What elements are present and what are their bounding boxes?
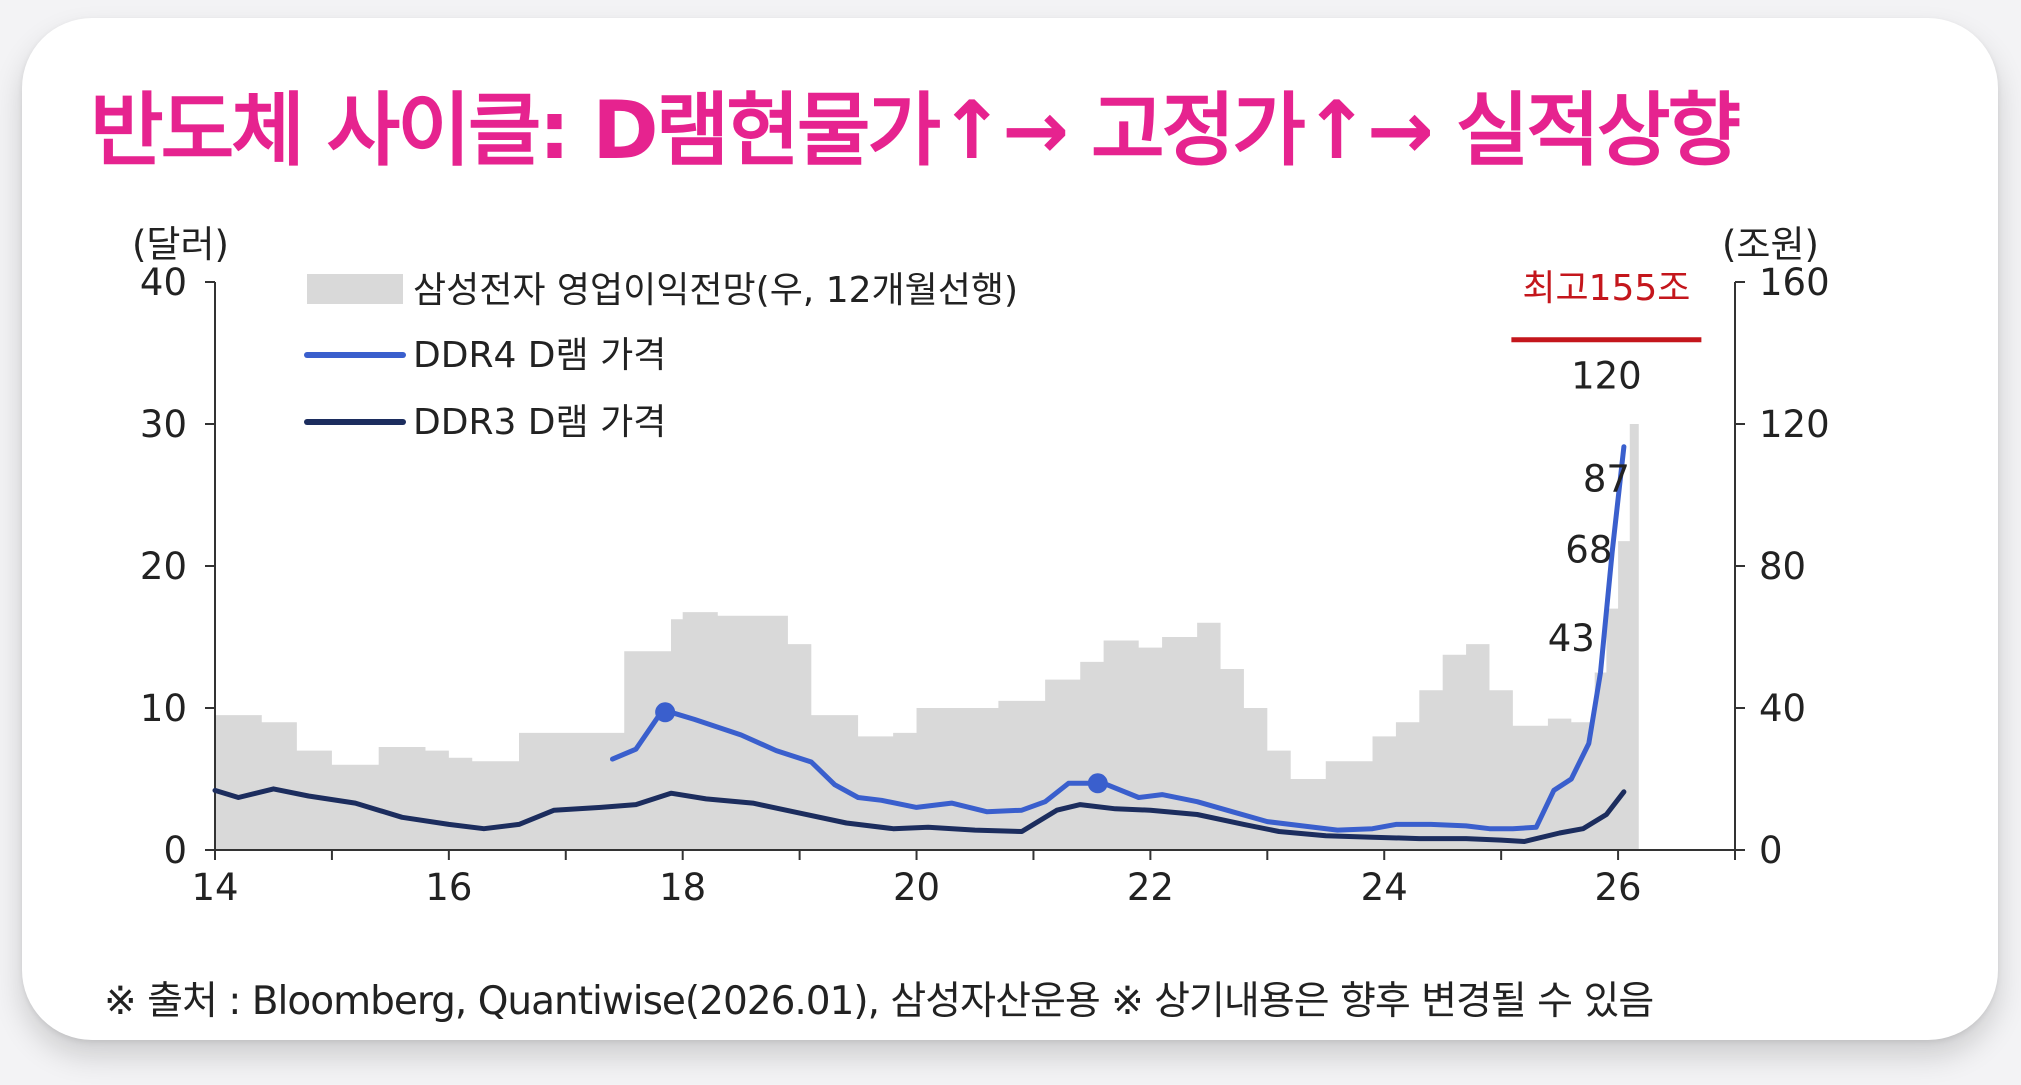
legend-swatch-area: [307, 274, 403, 304]
value-label: 43: [1548, 617, 1595, 660]
ddr3-line: [212, 786, 1627, 844]
x-tick-label: 22: [1127, 866, 1174, 909]
legend-layer: 삼성전자 영업이익전망(우, 12개월선행) DDR4 D램 가격 DDR3 D램 …: [304, 270, 1018, 443]
line-layer: [212, 444, 1627, 844]
page-title: 반도체 사이클: D램현물가↑→ 고정가↑→ 실적상향: [90, 84, 1741, 177]
source-note: ※ 출처 : Bloomberg, Quantiwise(2026.01), 삼…: [104, 979, 1654, 1024]
left-tick-label: 40: [140, 261, 187, 304]
right-tick-label: 160: [1759, 261, 1830, 304]
ddr4-line: [610, 444, 1627, 833]
legend-label-ddr3: DDR3 D램 가격: [413, 402, 666, 443]
right-tick-label: 40: [1759, 687, 1806, 730]
legend-label-ddr4: DDR4 D램 가격: [413, 335, 666, 376]
right-tick-label: 80: [1759, 545, 1806, 588]
right-tick-label: 120: [1759, 403, 1830, 446]
right-tick-label: 0: [1759, 829, 1783, 872]
x-tick-label: 20: [893, 866, 940, 909]
left-axis-unit: (달러): [132, 223, 229, 266]
left-tick-label: 20: [140, 545, 187, 588]
chart-svg: 0 10 20 30 40 0 40 80 120 160 14 16 18 20 22 24 26 최고155…: [140, 261, 1830, 909]
left-tick-label: 0: [163, 829, 187, 872]
x-tick-label: 14: [191, 866, 238, 909]
x-tick-label: 24: [1361, 866, 1408, 909]
right-axis-unit: (조원): [1722, 223, 1819, 266]
value-label: 120: [1571, 355, 1642, 398]
label-layer: 최고155조 120 87 68 43: [1511, 268, 1702, 660]
legend-label-area: 삼성전자 영업이익전망(우, 12개월선행): [413, 270, 1018, 311]
x-tick-label: 18: [659, 866, 706, 909]
value-label: 87: [1583, 457, 1630, 500]
ddr4-marker: [655, 702, 676, 723]
left-tick-label: 10: [140, 687, 187, 730]
x-tick-label: 26: [1595, 866, 1642, 909]
ddr4-marker: [1087, 773, 1108, 794]
axes-layer: 0 10 20 30 40 0 40 80 120 160 14 16 18 20 22 24 26: [140, 261, 1830, 909]
left-tick-label: 30: [140, 403, 187, 446]
peak-label: 최고155조: [1522, 268, 1690, 309]
operating-profit-area: [215, 424, 1639, 850]
value-label: 68: [1565, 528, 1612, 571]
x-tick-label: 16: [425, 866, 472, 909]
area-layer: [215, 424, 1639, 850]
